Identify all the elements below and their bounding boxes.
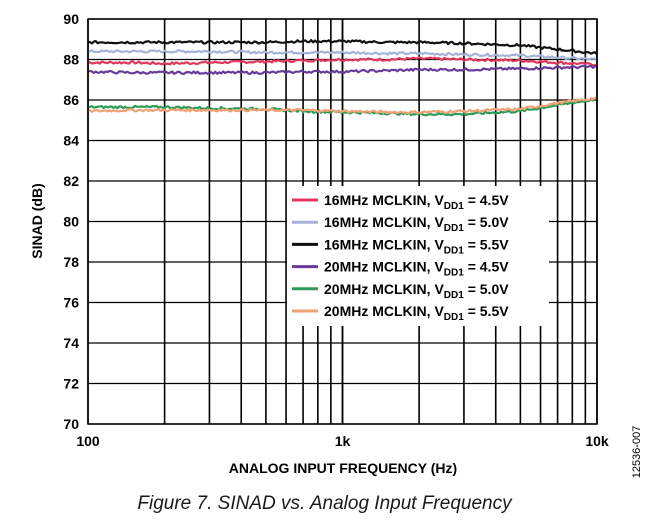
legend-entry-3: 16MHz MCLKIN, VDD1 = 5.5V — [292, 236, 509, 256]
x-tick-labels: 100 1k 10k — [76, 433, 609, 449]
y-tick-label: 86 — [63, 92, 79, 108]
series-line-5 — [87, 96, 598, 117]
legend-label: 16MHz MCLKIN, VDD1 = 5.0V — [324, 214, 509, 234]
y-axis-label: SINAD (dB) — [29, 183, 45, 258]
x-tick-label: 100 — [76, 433, 100, 449]
series-line-2 — [87, 49, 598, 61]
figure-caption: Figure 7. SINAD vs. Analog Input Frequen… — [137, 493, 512, 514]
legend-entry-5: 20MHz MCLKIN, VDD1 = 5.0V — [292, 281, 509, 301]
legend-label: 16MHz MCLKIN, VDD1 = 5.5V — [324, 236, 509, 256]
legend-entry-6: 20MHz MCLKIN, VDD1 = 5.5V — [292, 303, 509, 323]
y-tick-label: 82 — [63, 173, 79, 189]
legend-entry-2: 16MHz MCLKIN, VDD1 = 5.0V — [292, 214, 509, 234]
y-tick-label: 80 — [63, 214, 79, 230]
legend-entry-1: 16MHz MCLKIN, VDD1 = 4.5V — [292, 192, 509, 212]
series-line-3 — [87, 38, 598, 56]
legend-background — [287, 186, 549, 326]
series-line-1 — [87, 56, 598, 67]
y-tick-label: 72 — [63, 376, 79, 392]
y-tick-label: 74 — [63, 335, 79, 351]
series-lines — [87, 38, 598, 117]
y-tick-label: 76 — [63, 295, 79, 311]
figure-id-note: 12536-007 — [631, 426, 643, 479]
y-tick-label: 78 — [63, 254, 79, 270]
plot-area-frame — [87, 18, 598, 425]
legend-entry-4: 20MHz MCLKIN, VDD1 = 4.5V — [292, 259, 509, 279]
x-tick-label: 1k — [335, 433, 351, 449]
y-tick-label: 90 — [63, 11, 79, 27]
y-tick-label: 88 — [63, 52, 79, 68]
y-tick-labels: 70 72 74 76 78 80 82 84 86 88 90 — [63, 11, 79, 432]
legend-label: 20MHz MCLKIN, VDD1 = 5.5V — [324, 303, 509, 323]
legend-label: 20MHz MCLKIN, VDD1 = 4.5V — [324, 259, 509, 279]
y-tick-label: 84 — [63, 133, 79, 149]
series-line-6 — [87, 95, 598, 115]
legend-label: 16MHz MCLKIN, VDD1 = 4.5V — [324, 192, 509, 212]
x-axis-label: ANALOG INPUT FREQUENCY (Hz) — [229, 460, 457, 476]
series-line-4 — [87, 64, 598, 76]
y-tick-label: 70 — [63, 416, 79, 432]
legend-label: 20MHz MCLKIN, VDD1 = 5.0V — [324, 281, 509, 301]
x-tick-label: 10k — [585, 433, 609, 449]
